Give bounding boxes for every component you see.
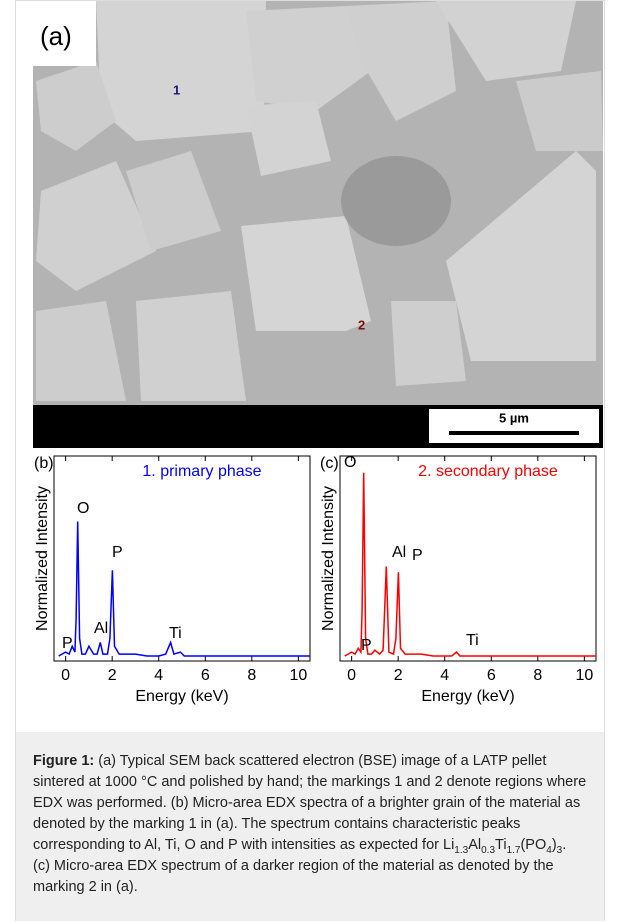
x-tick-label: 8 [247,667,256,684]
plot-frame [53,455,311,662]
caption-text: (c) Micro-area EDX spectrum of a darker … [33,858,554,895]
peak-label: P [112,544,123,561]
caption-text: . [562,837,567,853]
x-tick-label: 6 [487,667,496,684]
formula-part: (PO [520,837,547,853]
panel-label: (c) [320,455,339,472]
formula-part: Al [468,837,482,853]
formula-part: 3 [556,844,563,856]
caption-label: Figure 1: [33,753,95,769]
series-label: 1. primary phase [142,463,261,480]
caption: Figure 1: (a) Typical SEM back scattered… [16,732,604,921]
y-axis-label: Normalized Intensity [34,486,51,631]
x-tick-label: 10 [575,667,593,684]
caption-text: (a) Typical SEM back scattered electron … [33,753,587,853]
x-tick-label: 10 [289,667,307,684]
region-marker: 1 [173,82,180,97]
x-tick-label: 0 [347,667,356,684]
x-axis-label: Energy (keV) [135,688,228,705]
formula: Li1.3Al0.3Ti1.7(PO4)3 [443,837,563,856]
peak-label: P [62,635,73,652]
x-tick-label: 2 [394,667,403,684]
formula-part: ) [551,837,557,853]
formula-part: Ti [495,837,507,853]
peak-label: P [361,637,372,654]
formula-part: 1.7 [506,844,521,856]
x-tick-label: 4 [154,667,163,684]
peak-label: P [412,547,423,564]
formula-part: 4 [546,844,552,856]
plot-frame [339,455,597,662]
panel-label: (b) [34,455,54,472]
sem-image: (a) 1 2 5 µm [33,1,603,448]
figure-graphics: (a) 1 2 5 µm 0 2 4 6 8 101. primary phasePOAl… [33,1,603,705]
x-tick-label: 2 [108,667,117,684]
series-label: 2. secondary phase [418,463,558,480]
region-marker: 2 [358,317,365,332]
spectrum-line [344,472,596,657]
spectrum-line [58,521,310,657]
panel-label: (a) [40,21,72,51]
x-tick-label: 6 [201,667,210,684]
peak-label: O [77,500,89,517]
peak-label: Ti [466,632,479,649]
x-axis-label: Energy (keV) [421,688,514,705]
x-tick-label: 4 [440,667,449,684]
formula-part: 1.3 [454,844,469,856]
peak-label: Ti [169,625,182,642]
figure: (a) 1 2 5 µm 0 2 4 6 8 10 1. primary phase P O Al… [15,0,605,921]
x-tick-label: 0 [61,667,70,684]
formula-part: Li [443,837,455,853]
scale-bar-label: 5 µm [499,410,529,425]
peak-label: Al [94,620,108,637]
x-tick-label: 8 [533,667,542,684]
peak-label: O [344,454,356,471]
y-axis-label: Normalized Intensity [320,486,337,631]
peak-label: Al [392,544,406,561]
formula-part: 0.3 [481,844,496,856]
